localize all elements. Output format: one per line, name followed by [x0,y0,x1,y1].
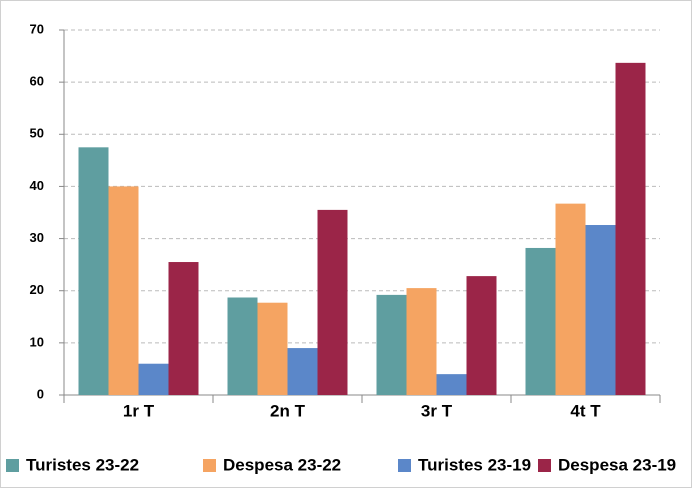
bar [317,209,348,395]
bar [585,225,616,395]
y-tick-label: 60 [30,74,44,89]
bar [466,276,497,395]
y-tick-label: 10 [30,334,44,349]
legend-label: Despesa 23-19 [558,455,676,474]
bar [138,363,169,395]
legend-swatch [398,459,411,472]
x-tick-label: 3r T [421,401,453,420]
bar [78,147,109,395]
bar [555,203,586,395]
bar [615,62,646,395]
legend-swatch [203,459,216,472]
bar [287,348,318,395]
y-tick-label: 0 [37,386,44,401]
y-tick-label: 20 [30,282,44,297]
legend-label: Despesa 23-22 [223,455,341,474]
x-tick-label: 1r T [123,401,155,420]
y-tick-label: 30 [30,230,44,245]
y-tick-label: 50 [30,126,44,141]
x-tick-label: 4t T [570,401,601,420]
bar [406,288,437,395]
bar [227,297,258,395]
bar [257,302,288,395]
bar [168,262,199,395]
y-tick-label: 70 [30,21,44,36]
legend-swatch [538,459,551,472]
bar [108,186,139,395]
bar [436,374,467,395]
bar [376,294,407,395]
y-tick-label: 40 [30,178,44,193]
legend-label: Turistes 23-19 [418,455,531,474]
legend-label: Turistes 23-22 [26,455,139,474]
x-tick-label: 2n T [270,401,306,420]
bar [525,247,556,395]
legend-swatch [6,459,19,472]
